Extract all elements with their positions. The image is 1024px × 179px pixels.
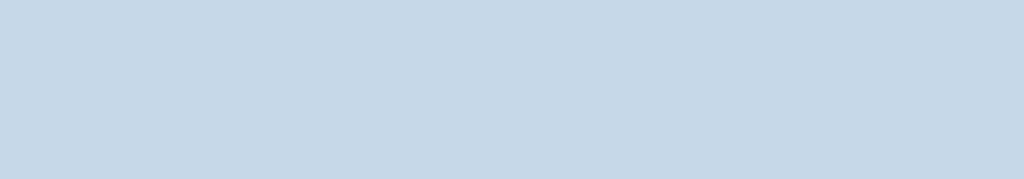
- FancyBboxPatch shape: [537, 54, 716, 157]
- Polygon shape: [715, 92, 740, 118]
- Text: •: •: [142, 30, 153, 49]
- Text: Final 10%
Residential CO: Final 10% Residential CO: [771, 65, 886, 96]
- FancyBboxPatch shape: [131, 54, 310, 157]
- FancyBboxPatch shape: [739, 54, 919, 157]
- Text: Alignment of Retail Conditions with Residential Occupancy: Alignment of Retail Conditions with Resi…: [155, 30, 666, 48]
- FancyBboxPatch shape: [334, 54, 513, 157]
- Text: 50% of retail under
executed lease: 50% of retail under executed lease: [562, 99, 690, 129]
- Text: 51% Residential CO: 51% Residential CO: [347, 65, 500, 79]
- Text: Final 20%
Residential CO: Final 20% Residential CO: [568, 65, 683, 96]
- Text: First Residential
CO: First Residential CO: [157, 65, 285, 96]
- Polygon shape: [309, 92, 335, 118]
- Polygon shape: [512, 92, 538, 118]
- Text: 75% of retail under
executed lease: 75% of retail under executed lease: [764, 99, 893, 129]
- Text: All non-leased Storefronts
completed; All “Shell” retail
spaces completed: All non-leased Storefronts completed; Al…: [331, 85, 516, 131]
- Text: 50% of Storefronts
Completed: 50% of Storefronts Completed: [159, 99, 284, 129]
